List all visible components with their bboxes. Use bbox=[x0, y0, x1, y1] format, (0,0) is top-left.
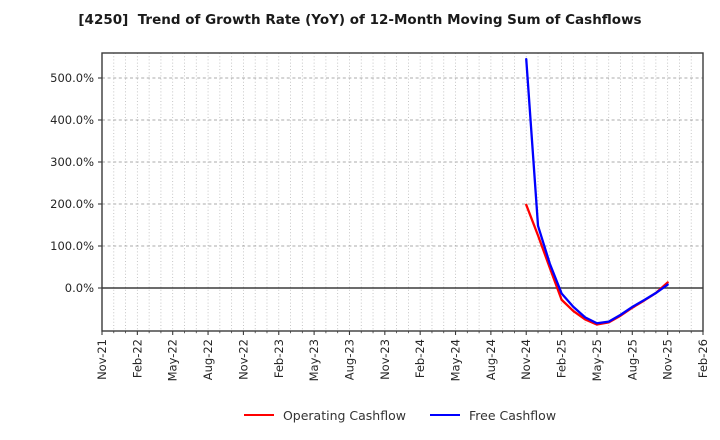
x-axis-tick-label: Aug-23 bbox=[342, 339, 356, 380]
y-axis-tick-label: 300.0% bbox=[50, 155, 94, 169]
x-axis-tick-label: May-25 bbox=[590, 339, 604, 381]
legend-label-operating-cashflow: Operating Cashflow bbox=[282, 407, 406, 423]
x-axis-tick-label: Nov-24 bbox=[519, 339, 533, 380]
free-cashflow-line-sample bbox=[429, 414, 460, 416]
x-axis-tick-label: Nov-25 bbox=[661, 339, 675, 380]
y-axis-tick-label: 0.0% bbox=[65, 281, 94, 295]
x-axis-tick-label: Nov-23 bbox=[378, 339, 392, 380]
axes-border bbox=[101, 52, 704, 332]
x-axis-tick-label: Feb-22 bbox=[130, 339, 144, 378]
x-axis-tick-label: Feb-25 bbox=[555, 339, 569, 378]
x-axis-tick-label: Nov-21 bbox=[95, 339, 109, 380]
legend-item-free-cashflow: Free Cashflow bbox=[429, 407, 557, 423]
x-axis-tick-label: Nov-22 bbox=[236, 339, 250, 380]
y-axis-tick-label: 400.0% bbox=[50, 113, 94, 127]
y-axis-tick-label: 500.0% bbox=[50, 71, 94, 85]
chart-title: [4250] Trend of Growth Rate (YoY) of 12-… bbox=[78, 12, 642, 28]
x-axis-tick-label: Aug-24 bbox=[484, 339, 498, 380]
legend-item-operating-cashflow: Operating Cashflow bbox=[243, 407, 406, 423]
x-axis-tick-label: May-22 bbox=[166, 339, 180, 381]
x-axis-tick-label: Feb-26 bbox=[696, 339, 710, 378]
y-axis-tick-label: 100.0% bbox=[50, 239, 94, 253]
series-line-free-cashflow bbox=[525, 57, 669, 325]
x-axis-tick-label: Aug-22 bbox=[201, 339, 215, 380]
x-axis-tick-label: May-23 bbox=[307, 339, 321, 381]
x-axis-tick-label: Feb-24 bbox=[413, 339, 427, 378]
legend-label-free-cashflow: Free Cashflow bbox=[468, 407, 557, 423]
y-axis-tick-label: 200.0% bbox=[50, 197, 94, 211]
operating-cashflow-line-sample bbox=[243, 414, 274, 416]
chart-legend: Operating Cashflow Free Cashflow bbox=[80, 404, 720, 426]
x-axis-tick-label: Feb-23 bbox=[272, 339, 286, 378]
x-axis-tick-label: Aug-25 bbox=[625, 339, 639, 380]
x-axis-tick-label: May-24 bbox=[449, 339, 463, 381]
